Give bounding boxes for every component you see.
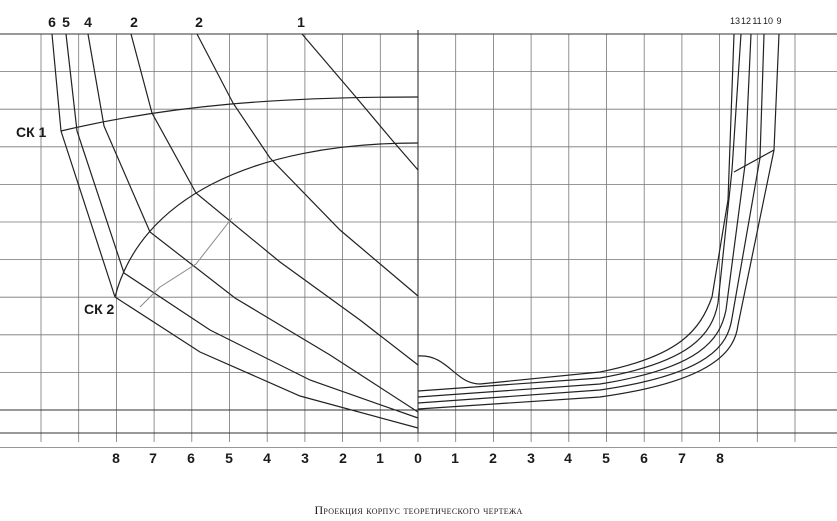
right-station-label: 11: [752, 16, 761, 26]
bottom-scale-label-right: 7: [678, 450, 686, 466]
chine-label-1: СК 1: [16, 124, 47, 140]
section-2a: [130, 33, 419, 366]
bottom-scale-label-right: 1: [451, 450, 459, 466]
bottom-scale-label-left: 3: [301, 450, 309, 466]
figure-caption: Проекция корпус теоретического чертежа: [314, 503, 523, 517]
right-half-sections: [417, 33, 780, 410]
bottom-scale-label-right: 6: [640, 450, 648, 466]
section-9: [417, 33, 780, 410]
bottom-scale-label-left: 4: [263, 450, 271, 466]
left-station-label: 1: [297, 14, 305, 30]
bow-chine: [733, 149, 775, 173]
right-station-label: 12: [741, 16, 751, 26]
chine-label-2: СК 2: [84, 301, 115, 317]
left-station-label: 2: [130, 14, 138, 30]
bottom-scale-label-left: 2: [339, 450, 347, 466]
left-station-label: 5: [62, 14, 70, 30]
chine-2: [114, 142, 419, 298]
bottom-scale-label-right: 4: [564, 450, 572, 466]
left-station-label: 2: [195, 14, 203, 30]
bottom-scale-label-left: 5: [225, 450, 233, 466]
right-station-label: 9: [776, 16, 781, 26]
chine-curves: [60, 96, 419, 298]
chine-1: [60, 96, 419, 132]
bottom-scale-label-right: 8: [716, 450, 724, 466]
bottom-scale-label-left: 7: [149, 450, 157, 466]
bottom-scale-label-left: 0: [414, 450, 422, 466]
left-station-label: 4: [84, 14, 92, 30]
section-4: [87, 33, 419, 413]
bottom-scale: 8 7 6 5 4 3 2 1 0 1 2 3 4 5 6 7 8: [112, 450, 724, 466]
left-half-sections: [51, 33, 419, 429]
section-12: [417, 33, 742, 392]
bottom-scale-label-left: 8: [112, 450, 120, 466]
bottom-scale-label-left: 6: [187, 450, 195, 466]
section-13: [417, 33, 735, 385]
bottom-scale-label-right: 2: [489, 450, 497, 466]
bottom-scale-label-right: 5: [602, 450, 610, 466]
section-11: [417, 33, 752, 398]
section-6: [51, 33, 419, 429]
bottom-scale-label-left: 1: [376, 450, 384, 466]
section-5: [65, 33, 419, 419]
section-10: [417, 33, 765, 404]
right-station-label: 13: [730, 16, 740, 26]
right-station-label: 10: [763, 16, 773, 26]
left-station-label: 6: [48, 14, 56, 30]
section-2b: [196, 33, 419, 297]
diagonal-line: [139, 217, 233, 308]
right-station-labels: 13 12 11 10 9: [730, 16, 782, 26]
section-1: [301, 33, 419, 171]
bottom-scale-label-right: 3: [527, 450, 535, 466]
